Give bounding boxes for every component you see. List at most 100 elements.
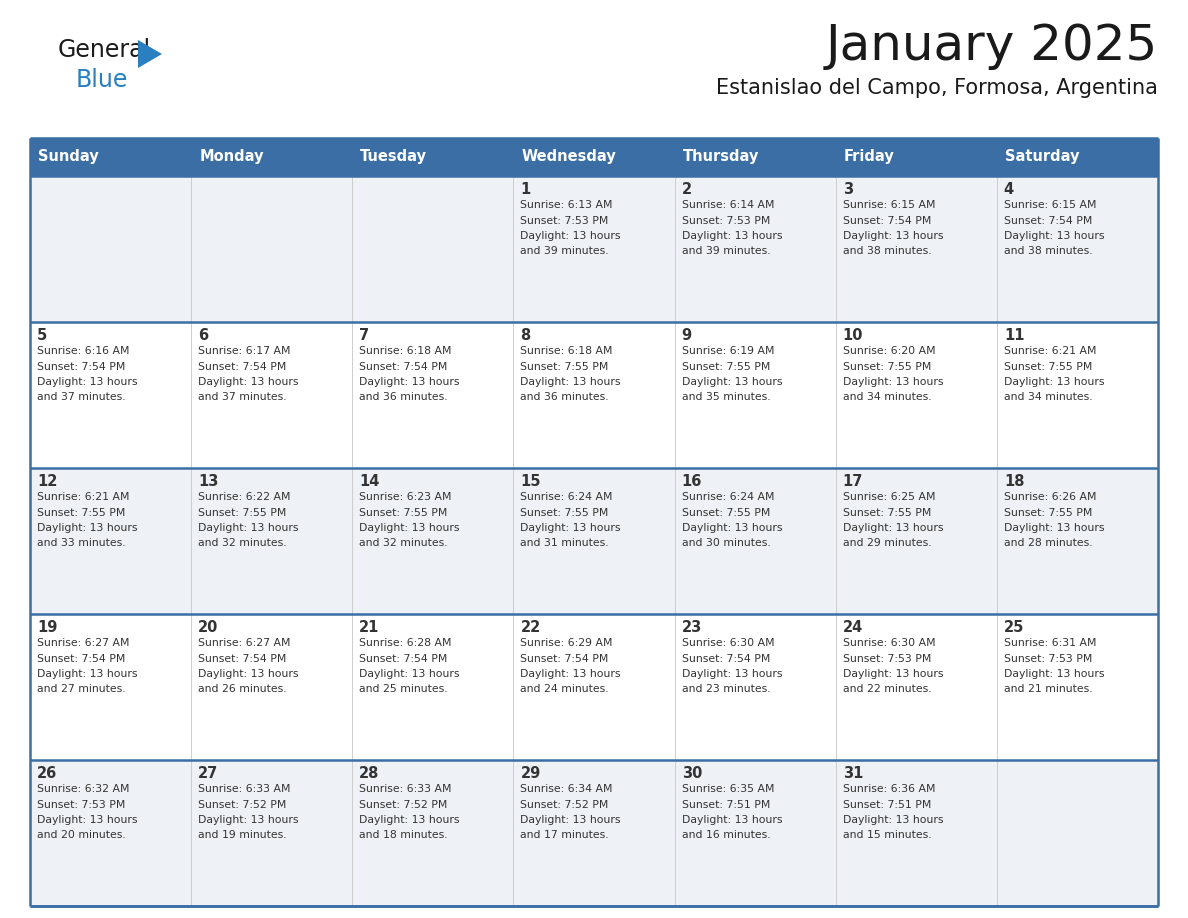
Text: and 31 minutes.: and 31 minutes. [520, 539, 609, 548]
Text: Sunrise: 6:33 AM: Sunrise: 6:33 AM [359, 784, 451, 794]
Text: January 2025: January 2025 [826, 22, 1158, 70]
Bar [513, 322, 675, 468]
Text: 6: 6 [198, 328, 208, 343]
Bar [997, 614, 1158, 760]
Text: Friday: Friday [843, 150, 895, 164]
Text: 8: 8 [520, 328, 531, 343]
Text: Sunrise: 6:31 AM: Sunrise: 6:31 AM [1004, 638, 1097, 648]
Text: Daylight: 13 hours: Daylight: 13 hours [1004, 523, 1105, 533]
Text: Estanislao del Campo, Formosa, Argentina: Estanislao del Campo, Formosa, Argentina [716, 78, 1158, 98]
Text: and 35 minutes.: and 35 minutes. [682, 393, 770, 402]
Text: and 28 minutes.: and 28 minutes. [1004, 539, 1093, 548]
Text: 3: 3 [842, 182, 853, 197]
Bar [675, 322, 835, 468]
Text: and 36 minutes.: and 36 minutes. [359, 393, 448, 402]
Text: Daylight: 13 hours: Daylight: 13 hours [682, 377, 782, 387]
Text: and 38 minutes.: and 38 minutes. [1004, 247, 1093, 256]
Text: Blue: Blue [76, 68, 128, 92]
Text: Sunrise: 6:20 AM: Sunrise: 6:20 AM [842, 346, 935, 356]
Text: Sunrise: 6:26 AM: Sunrise: 6:26 AM [1004, 492, 1097, 502]
Text: Sunrise: 6:30 AM: Sunrise: 6:30 AM [682, 638, 775, 648]
Text: Daylight: 13 hours: Daylight: 13 hours [682, 231, 782, 241]
Text: Sunrise: 6:15 AM: Sunrise: 6:15 AM [842, 200, 935, 210]
Text: Sunset: 7:55 PM: Sunset: 7:55 PM [520, 362, 608, 372]
Text: Sunrise: 6:21 AM: Sunrise: 6:21 AM [1004, 346, 1097, 356]
Text: Sunrise: 6:30 AM: Sunrise: 6:30 AM [842, 638, 935, 648]
Text: 22: 22 [520, 620, 541, 635]
Text: Sunset: 7:54 PM: Sunset: 7:54 PM [359, 362, 448, 372]
Text: Sunset: 7:54 PM: Sunset: 7:54 PM [520, 654, 608, 664]
Text: Daylight: 13 hours: Daylight: 13 hours [359, 523, 460, 533]
Text: and 33 minutes.: and 33 minutes. [37, 539, 126, 548]
Text: and 36 minutes.: and 36 minutes. [520, 393, 609, 402]
Bar [997, 760, 1158, 906]
Text: 7: 7 [359, 328, 369, 343]
Bar [997, 322, 1158, 468]
Text: Sunset: 7:53 PM: Sunset: 7:53 PM [842, 654, 931, 664]
Bar [30, 322, 191, 468]
Text: and 30 minutes.: and 30 minutes. [682, 539, 770, 548]
Text: Sunset: 7:55 PM: Sunset: 7:55 PM [37, 508, 126, 518]
Text: Thursday: Thursday [683, 150, 759, 164]
Text: 10: 10 [842, 328, 864, 343]
Text: and 15 minutes.: and 15 minutes. [842, 831, 931, 841]
Text: and 34 minutes.: and 34 minutes. [842, 393, 931, 402]
Text: and 32 minutes.: and 32 minutes. [198, 539, 286, 548]
Text: 29: 29 [520, 766, 541, 781]
Text: Daylight: 13 hours: Daylight: 13 hours [37, 669, 138, 679]
Text: Sunset: 7:54 PM: Sunset: 7:54 PM [1004, 216, 1092, 226]
Text: Sunset: 7:53 PM: Sunset: 7:53 PM [1004, 654, 1092, 664]
Bar [675, 614, 835, 760]
Text: and 37 minutes.: and 37 minutes. [37, 393, 126, 402]
Text: 31: 31 [842, 766, 864, 781]
Text: 13: 13 [198, 474, 219, 489]
Text: 9: 9 [682, 328, 691, 343]
Bar [30, 468, 191, 614]
Text: 26: 26 [37, 766, 57, 781]
Bar [513, 614, 675, 760]
Bar [513, 138, 675, 176]
Text: Sunset: 7:52 PM: Sunset: 7:52 PM [520, 800, 608, 810]
Text: and 26 minutes.: and 26 minutes. [198, 685, 286, 695]
Bar [675, 760, 835, 906]
Text: Monday: Monday [200, 150, 264, 164]
Text: 23: 23 [682, 620, 702, 635]
Text: Sunset: 7:54 PM: Sunset: 7:54 PM [682, 654, 770, 664]
Text: Wednesday: Wednesday [522, 150, 617, 164]
Bar [513, 760, 675, 906]
Text: Sunrise: 6:34 AM: Sunrise: 6:34 AM [520, 784, 613, 794]
Text: and 20 minutes.: and 20 minutes. [37, 831, 126, 841]
Text: 27: 27 [198, 766, 219, 781]
Text: and 23 minutes.: and 23 minutes. [682, 685, 770, 695]
Text: Sunrise: 6:23 AM: Sunrise: 6:23 AM [359, 492, 451, 502]
Text: Sunset: 7:55 PM: Sunset: 7:55 PM [359, 508, 448, 518]
Bar [835, 468, 997, 614]
Text: and 25 minutes.: and 25 minutes. [359, 685, 448, 695]
Text: Sunset: 7:55 PM: Sunset: 7:55 PM [1004, 362, 1092, 372]
Text: Daylight: 13 hours: Daylight: 13 hours [37, 377, 138, 387]
Bar [353, 468, 513, 614]
Text: Sunrise: 6:32 AM: Sunrise: 6:32 AM [37, 784, 129, 794]
Bar [997, 176, 1158, 322]
Text: Sunrise: 6:27 AM: Sunrise: 6:27 AM [198, 638, 291, 648]
Text: Daylight: 13 hours: Daylight: 13 hours [359, 377, 460, 387]
Bar [675, 138, 835, 176]
Text: Daylight: 13 hours: Daylight: 13 hours [842, 815, 943, 825]
Text: and 22 minutes.: and 22 minutes. [842, 685, 931, 695]
Text: General: General [58, 38, 151, 62]
Text: Daylight: 13 hours: Daylight: 13 hours [682, 669, 782, 679]
Text: Sunset: 7:51 PM: Sunset: 7:51 PM [682, 800, 770, 810]
Text: Sunrise: 6:19 AM: Sunrise: 6:19 AM [682, 346, 775, 356]
Text: 19: 19 [37, 620, 57, 635]
Text: 18: 18 [1004, 474, 1024, 489]
Text: Daylight: 13 hours: Daylight: 13 hours [198, 815, 298, 825]
Text: Sunrise: 6:14 AM: Sunrise: 6:14 AM [682, 200, 775, 210]
Text: Sunset: 7:52 PM: Sunset: 7:52 PM [198, 800, 286, 810]
Text: Sunset: 7:55 PM: Sunset: 7:55 PM [520, 508, 608, 518]
Text: 24: 24 [842, 620, 862, 635]
Text: and 39 minutes.: and 39 minutes. [682, 247, 770, 256]
Text: Sunset: 7:55 PM: Sunset: 7:55 PM [682, 508, 770, 518]
Bar [997, 468, 1158, 614]
Text: and 32 minutes.: and 32 minutes. [359, 539, 448, 548]
Text: Daylight: 13 hours: Daylight: 13 hours [198, 523, 298, 533]
